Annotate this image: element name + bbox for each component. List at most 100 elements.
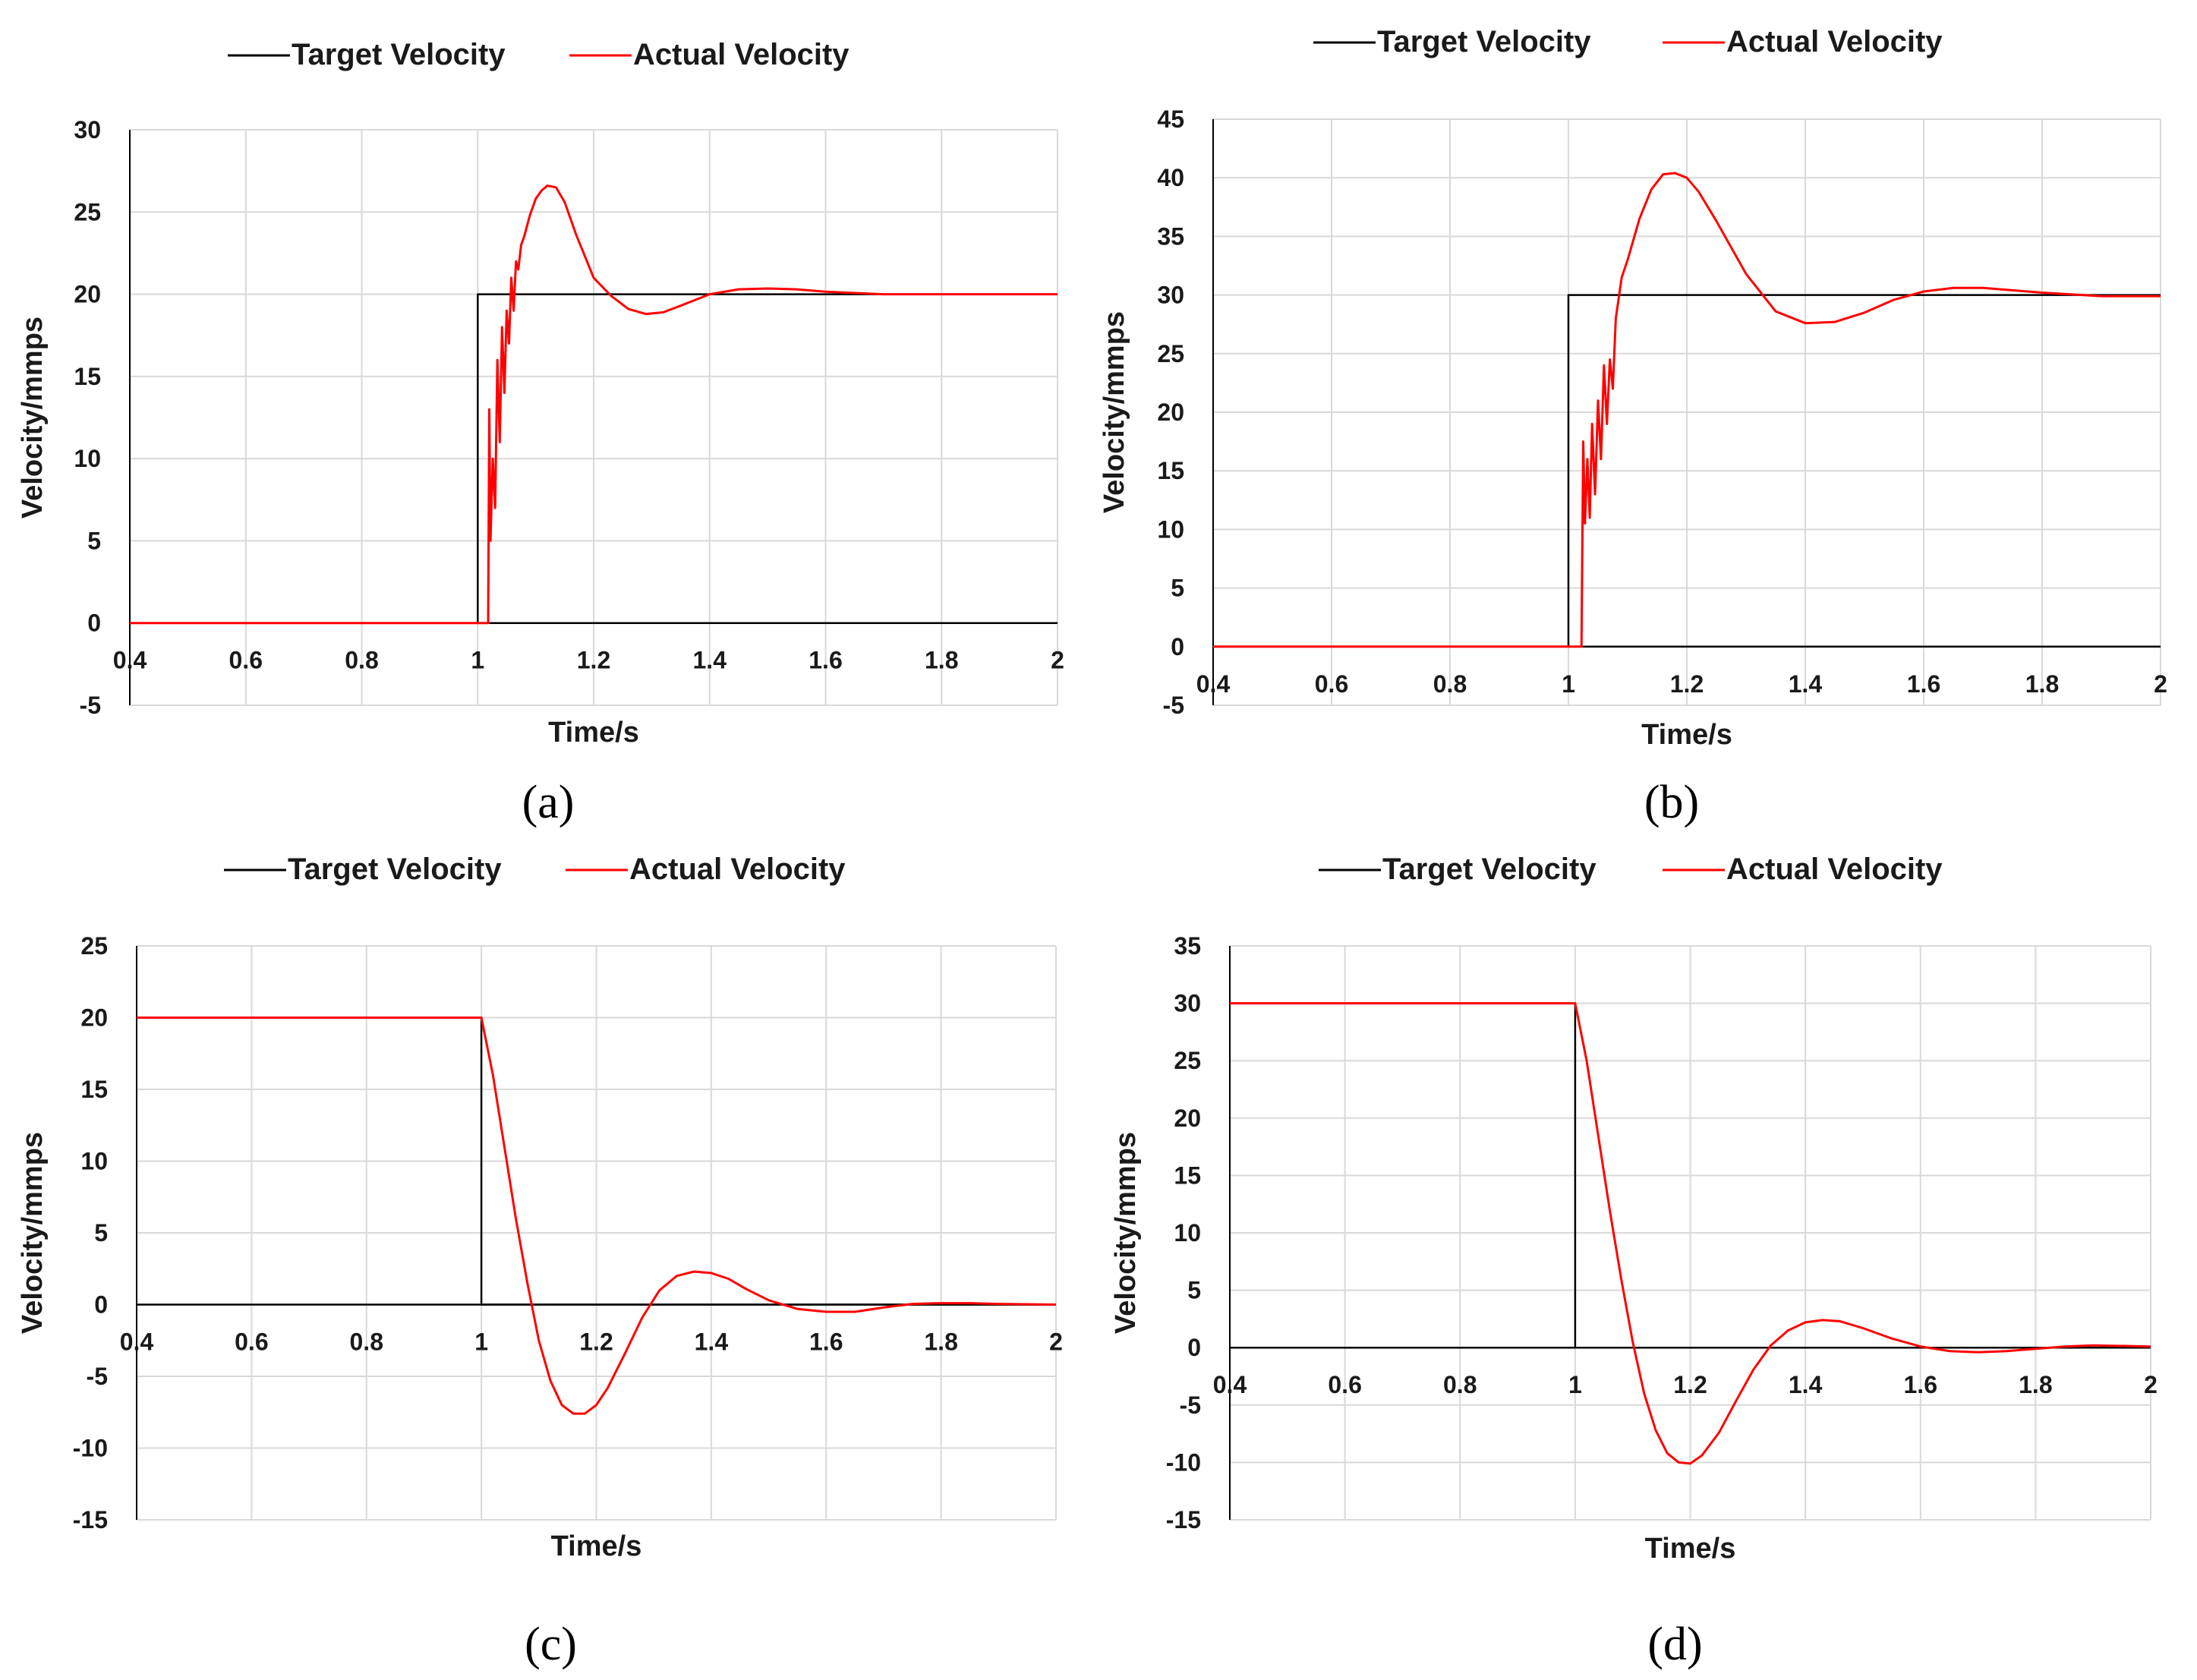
y-tick-label: 20 — [1174, 1105, 1201, 1132]
y-tick-label: 20 — [74, 281, 101, 308]
y-tick-label: 25 — [1157, 340, 1184, 367]
y-tick-label: -15 — [73, 1506, 108, 1533]
y-tick-label: 25 — [1174, 1047, 1201, 1074]
y-tick-label: 30 — [1157, 282, 1184, 309]
x-tick-label: 1.4 — [1789, 1371, 1823, 1398]
legend-actual-label: Actual Velocity — [633, 38, 849, 71]
x-tick-label: 2 — [1049, 1329, 1063, 1356]
y-tick-label: 15 — [1174, 1162, 1201, 1189]
y-tick-label: -15 — [1166, 1506, 1201, 1533]
x-tick-label: 0.4 — [113, 647, 147, 674]
x-tick-label: 0.6 — [235, 1329, 268, 1356]
y-tick-label: -5 — [1163, 692, 1184, 719]
y-tick-label: 30 — [1174, 990, 1201, 1017]
legend-target-label: Target Velocity — [1377, 25, 1591, 58]
y-axis-title: Velocity/mmps — [17, 317, 49, 518]
x-tick-label: 1 — [474, 1329, 488, 1356]
y-axis-title: Velocity/mmps — [1110, 1132, 1142, 1334]
x-tick-label: 1.6 — [1904, 1371, 1937, 1398]
legend-actual-label: Actual Velocity — [1726, 853, 1943, 886]
x-tick-label: 1.8 — [925, 647, 958, 674]
y-tick-label: 5 — [87, 527, 101, 554]
y-tick-label: 40 — [1157, 164, 1184, 191]
x-tick-label: 2 — [1051, 647, 1064, 674]
y-tick-label: 5 — [1187, 1277, 1201, 1304]
y-tick-label: 20 — [80, 1004, 108, 1032]
actual-velocity-line — [1230, 1002, 2151, 1465]
x-tick-label: 0.4 — [1196, 670, 1231, 698]
y-axis-title: Velocity/mmps — [1098, 311, 1130, 513]
y-tick-label: -5 — [1180, 1392, 1201, 1419]
y-tick-label: -5 — [87, 1363, 108, 1390]
x-tick-label: 1.4 — [693, 647, 727, 674]
x-tick-label: 2 — [2154, 670, 2167, 698]
legend-target-label: Target Velocity — [288, 853, 502, 886]
x-tick-label: 1.4 — [1789, 670, 1823, 698]
y-tick-label: 5 — [1171, 575, 1184, 602]
chart-b: -5 0 5 10 15 20 25 30 35 40 45 0.4 0.6 0.8 1 1.2 1.4 1.6 1… — [1098, 25, 2167, 828]
x-axis-title: Time/s — [551, 1530, 642, 1562]
y-tick-label: 45 — [1157, 106, 1184, 133]
x-tick-label: 0.8 — [1443, 1371, 1477, 1398]
x-axis-title: Time/s — [548, 717, 639, 749]
y-tick-label: 35 — [1157, 222, 1184, 250]
y-tick-label: 10 — [1174, 1219, 1201, 1247]
actual-velocity-line — [137, 1017, 1057, 1415]
x-tick-label: 0.4 — [120, 1329, 154, 1356]
actual-velocity-line — [130, 184, 1058, 625]
y-tick-label: 25 — [74, 198, 101, 225]
y-tick-label: 0 — [1171, 633, 1184, 660]
x-tick-label: 1.6 — [1907, 670, 1940, 698]
y-tick-label: 15 — [80, 1076, 108, 1103]
x-tick-label: 1 — [471, 647, 484, 674]
y-tick-label: 5 — [94, 1219, 108, 1247]
y-tick-label: 0 — [1187, 1334, 1201, 1361]
x-tick-label: 0.6 — [229, 647, 263, 674]
y-tick-label: -10 — [73, 1435, 108, 1462]
x-tick-label: 1.2 — [1670, 670, 1704, 698]
x-tick-label: 0.8 — [1433, 670, 1467, 698]
legend-target-label: Target Velocity — [292, 38, 506, 71]
x-tick-label: 2 — [2144, 1371, 2158, 1398]
y-tick-label: -10 — [1166, 1448, 1201, 1476]
figure-caption: (c) — [525, 1619, 577, 1670]
x-tick-label: 0.6 — [1315, 670, 1348, 698]
figure-caption: (d) — [1647, 1619, 1702, 1670]
x-tick-label: 0.6 — [1328, 1371, 1361, 1398]
x-tick-label: 1.6 — [809, 1329, 843, 1356]
y-tick-label: 10 — [1157, 515, 1184, 543]
legend-actual-label: Actual Velocity — [629, 853, 846, 886]
y-tick-label: 15 — [1157, 457, 1184, 484]
chart-d: -15 -10 -5 0 5 10 15 20 25 30 35 0.4 0.6 0.8 1 1.2 1.4 1.… — [1110, 853, 2158, 1670]
x-tick-label: 1.8 — [924, 1329, 957, 1356]
y-tick-label: 25 — [80, 932, 108, 960]
x-axis-title: Time/s — [1641, 719, 1732, 751]
y-axis-title: Velocity/mmps — [17, 1132, 49, 1334]
y-tick-label: 10 — [74, 445, 101, 472]
x-tick-label: 0.4 — [1213, 1371, 1247, 1398]
legend-actual-label: Actual Velocity — [1726, 25, 1943, 58]
figure-caption: (a) — [522, 777, 575, 828]
x-axis-title: Time/s — [1645, 1533, 1736, 1565]
legend-target-label: Target Velocity — [1382, 853, 1597, 886]
x-tick-label: 1.6 — [809, 647, 842, 674]
x-tick-label: 1.2 — [577, 647, 610, 674]
y-tick-label: 0 — [87, 610, 101, 637]
x-tick-label: 1.8 — [2019, 1371, 2052, 1398]
x-tick-label: 0.8 — [345, 647, 378, 674]
y-tick-label: 0 — [94, 1291, 108, 1319]
chart-a: -5 0 5 10 15 20 25 30 0.4 0.6 0.8 1 1.2 1.4 1.6 1.8 2 Tar… — [17, 38, 1064, 828]
y-tick-label: 35 — [1174, 932, 1201, 960]
y-tick-label: 15 — [74, 363, 101, 390]
y-tick-label: 20 — [1157, 399, 1184, 426]
x-tick-label: 1.8 — [2025, 670, 2059, 698]
chart-c: -15 -10 -5 0 5 10 15 20 25 0.4 0.6 0.8 1 1.2 1.4 1.6 1.8… — [17, 853, 1063, 1670]
figure-caption: (b) — [1644, 777, 1699, 828]
x-tick-label: 1.4 — [695, 1329, 729, 1356]
y-tick-label: 30 — [74, 116, 101, 143]
actual-velocity-line — [1213, 172, 2161, 648]
x-tick-label: 1 — [1562, 670, 1575, 698]
x-tick-label: 1 — [1568, 1371, 1582, 1398]
